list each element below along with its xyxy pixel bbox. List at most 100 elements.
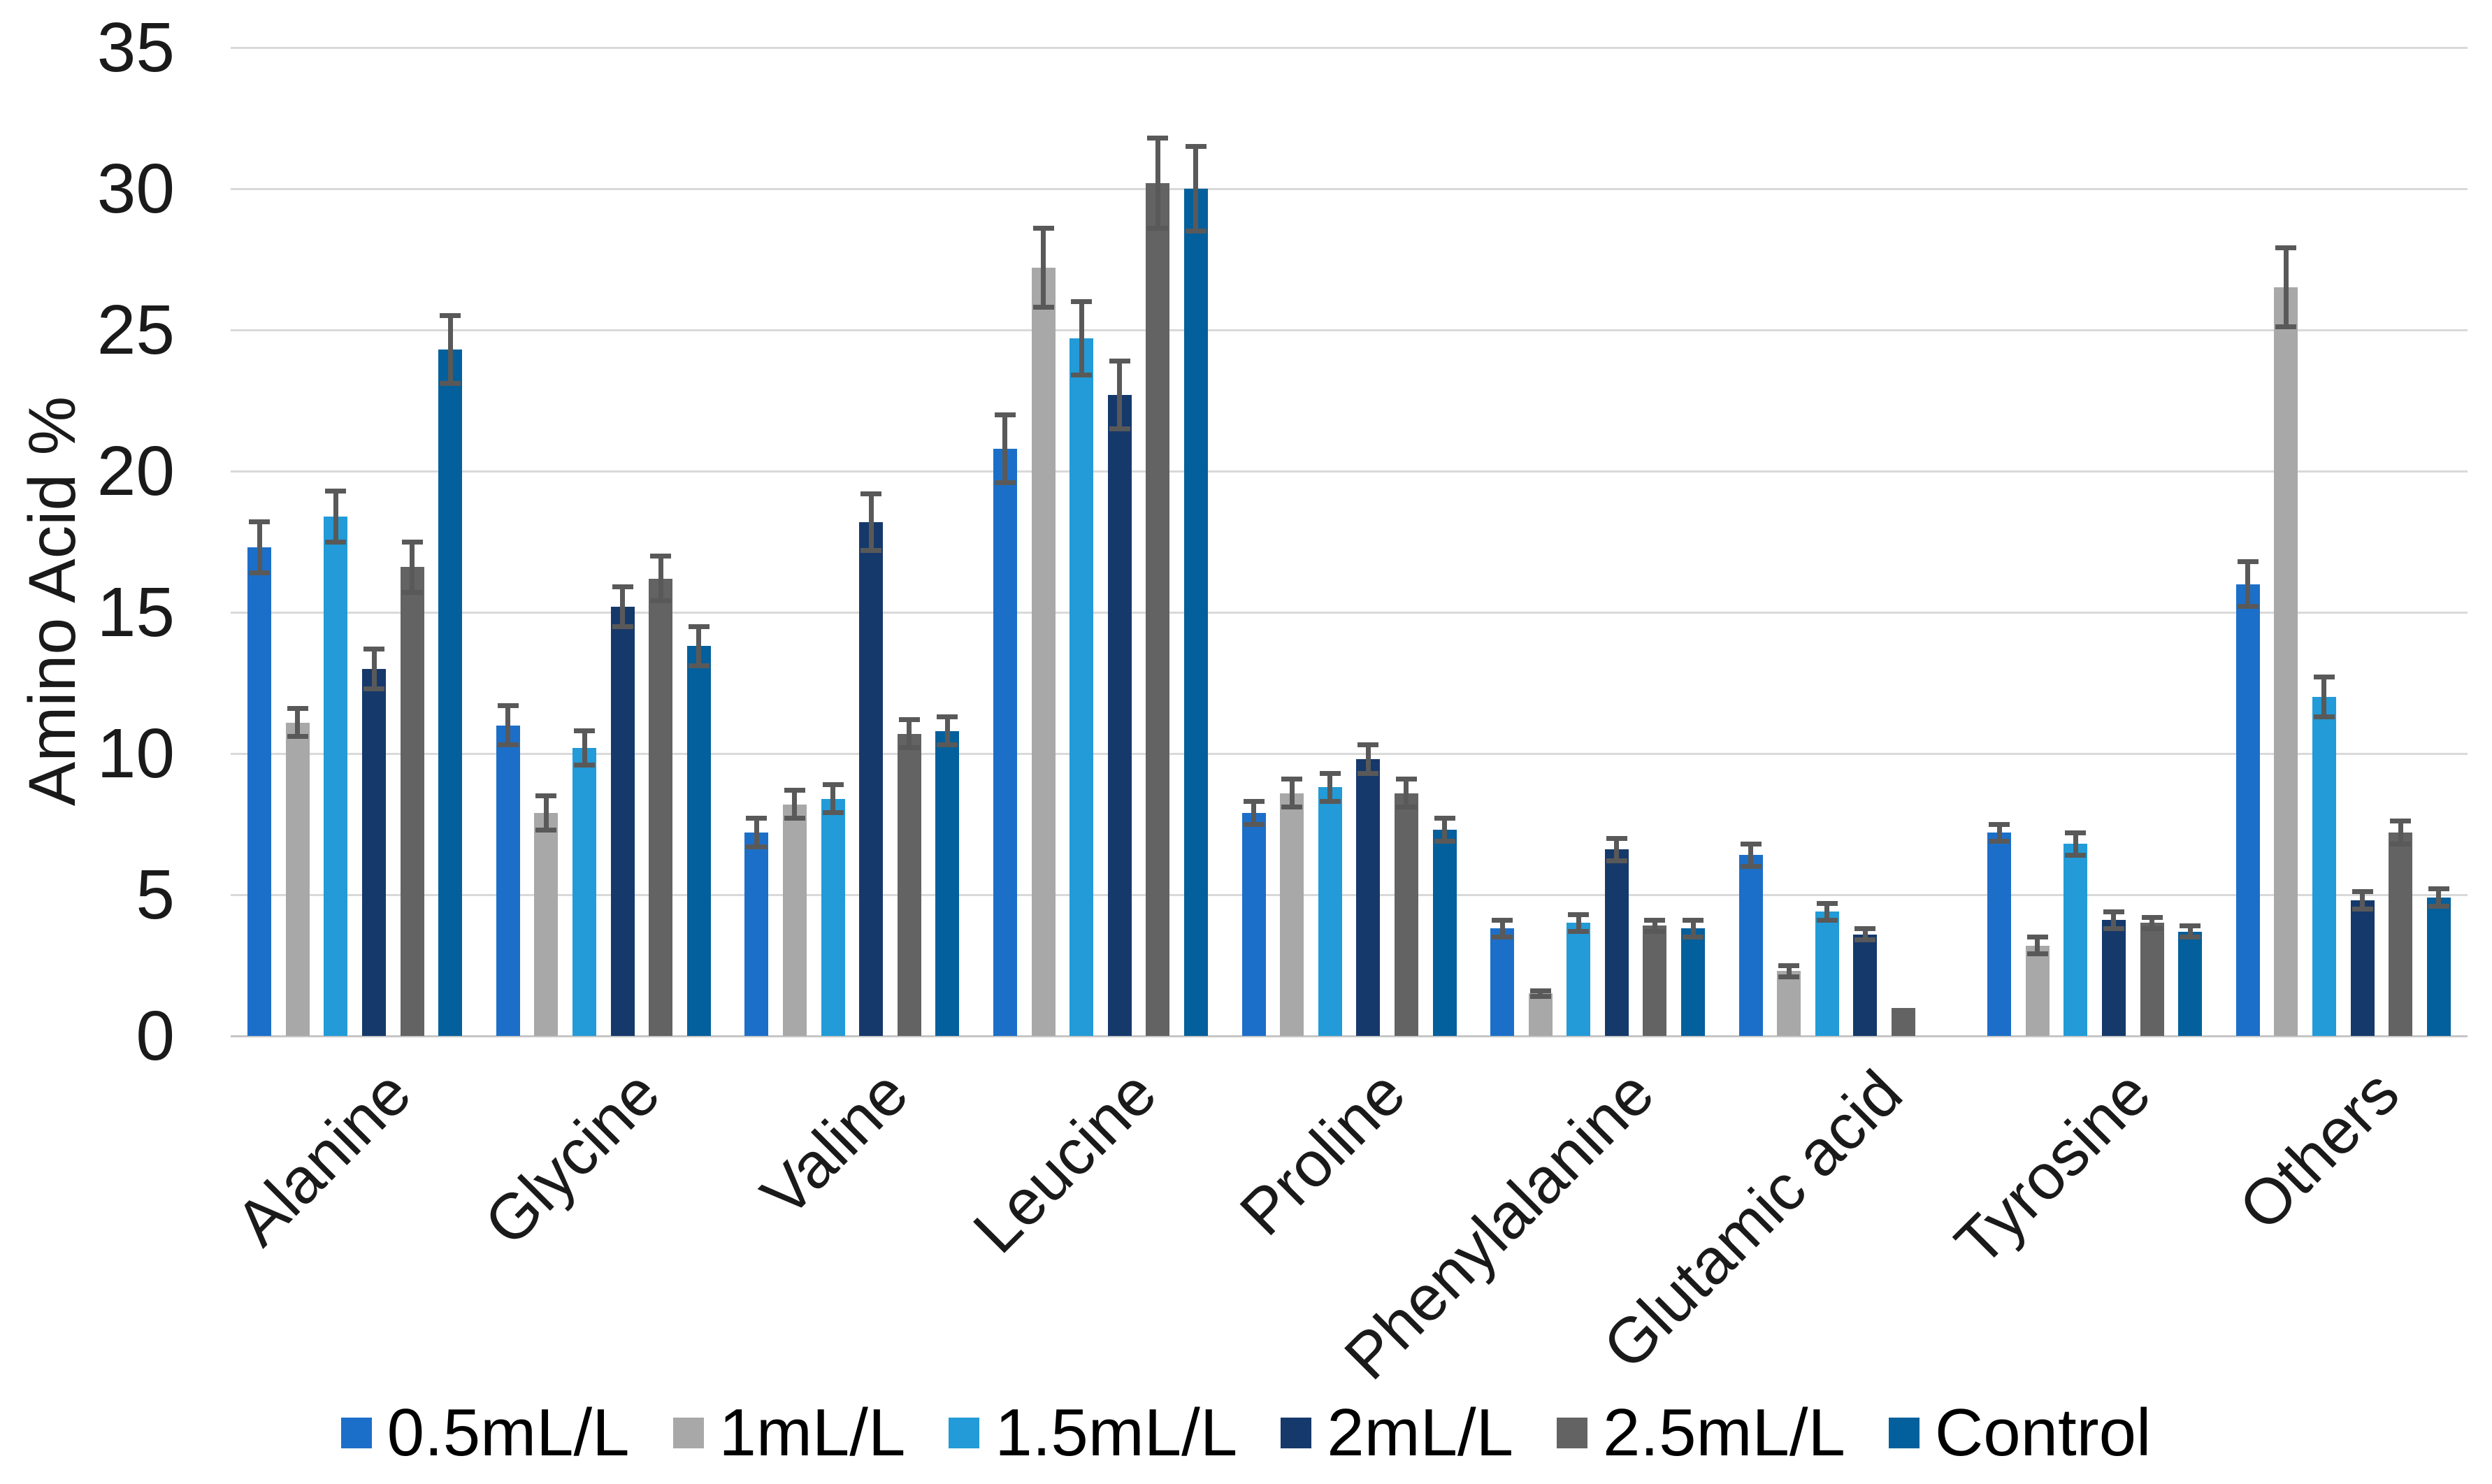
error-bar-cap (1568, 912, 1590, 917)
error-bar (1652, 920, 1657, 932)
error-bar-cap (363, 686, 385, 691)
category-label: Alanine (222, 1057, 425, 1260)
error-bar (1862, 928, 1868, 940)
bar (2389, 833, 2413, 1036)
error-bar-cap (784, 816, 805, 821)
error-bar-cap (287, 705, 308, 711)
error-bar-cap (746, 816, 768, 821)
error-bar-cap (2237, 559, 2259, 564)
bar (1777, 971, 1801, 1036)
legend-label: 0.5mL/L (387, 1395, 630, 1470)
y-tick-label: 0 (136, 997, 175, 1075)
error-bar-cap (994, 480, 1016, 485)
bar (2274, 287, 2298, 1036)
error-bar-cap (1816, 917, 1838, 923)
error-bar-cap (1683, 917, 1704, 923)
y-tick-label: 30 (96, 150, 175, 228)
error-bar-cap (1319, 799, 1341, 805)
error-bar-cap (1854, 925, 1876, 931)
bar (496, 725, 520, 1036)
bar (1853, 934, 1878, 1036)
legend-item: 1.5mL/L (949, 1395, 1237, 1471)
gridline (231, 611, 2468, 614)
error-bar (1576, 914, 1581, 932)
bar (1681, 928, 1706, 1036)
legend-label: Control (1934, 1395, 2152, 1470)
error-bar-cap (2428, 886, 2449, 892)
legend-item: 2mL/L (1281, 1395, 1513, 1471)
y-axis-title: Amino Acid % (15, 396, 89, 807)
error-bar-cap (860, 547, 882, 553)
bar (2350, 900, 2375, 1036)
error-bar (1824, 903, 1830, 921)
error-bar-cap (2026, 935, 2048, 940)
category-label: Valine (748, 1057, 922, 1231)
error-bar-cap (1740, 841, 1762, 847)
error-bar-cap (1989, 821, 2010, 827)
error-bar (1365, 744, 1371, 774)
error-bar-cap (612, 624, 633, 629)
error-bar (2111, 912, 2117, 929)
error-bar (2360, 891, 2365, 909)
error-bar (2035, 937, 2040, 954)
legend-label: 1.5mL/L (995, 1395, 1238, 1470)
bar (400, 567, 424, 1036)
error-bar (295, 708, 301, 737)
error-bar-cap (574, 728, 596, 734)
error-bar (543, 795, 549, 830)
error-bar-cap (650, 553, 672, 559)
error-bar-cap (1185, 229, 1207, 234)
legend-item: 0.5mL/L (340, 1395, 630, 1471)
error-bar-cap (1740, 864, 1762, 870)
error-bar (2436, 888, 2442, 907)
error-bar-cap (1434, 816, 1455, 821)
error-bar (447, 315, 453, 384)
error-bar (658, 556, 663, 601)
error-bar-cap (937, 714, 958, 719)
error-bar-cap (612, 584, 633, 590)
gridline (231, 329, 2468, 331)
bar (897, 733, 921, 1036)
bar (1107, 394, 1132, 1036)
legend-label: 1mL/L (719, 1395, 906, 1470)
error-bar (1614, 838, 1620, 861)
error-bar-cap (1109, 358, 1130, 363)
bar (1987, 833, 2012, 1036)
error-bar-cap (1357, 770, 1379, 776)
error-bar-cap (746, 844, 768, 849)
error-bar (620, 586, 626, 627)
bar (859, 521, 884, 1036)
bar (2235, 584, 2260, 1036)
error-bar (1117, 361, 1123, 429)
legend-label: 2mL/L (1327, 1395, 1514, 1470)
bar (1394, 793, 1418, 1036)
error-bar-cap (2351, 906, 2373, 912)
error-bar-cap (440, 381, 461, 387)
bar (324, 516, 348, 1036)
legend-swatch (1888, 1418, 1920, 1448)
error-bar-cap (1357, 742, 1379, 748)
error-bar-cap (1147, 135, 1169, 141)
error-bar (505, 705, 511, 745)
error-bar (696, 626, 702, 666)
error-bar-cap (822, 781, 844, 787)
legend-swatch (949, 1418, 980, 1448)
error-bar-cap (1492, 935, 1513, 940)
bar (686, 646, 711, 1036)
error-bar-cap (1395, 776, 1417, 781)
error-bar-cap (1032, 226, 1054, 231)
bar (534, 812, 559, 1036)
error-bar-cap (1032, 305, 1054, 310)
error-bar-cap (574, 762, 596, 768)
error-bar (1538, 990, 1543, 997)
y-tick-label: 20 (96, 432, 175, 510)
error-bar (754, 818, 759, 847)
error-bar-cap (535, 827, 557, 833)
error-bar-cap (1854, 937, 1876, 943)
error-bar-cap (650, 598, 672, 604)
error-bar (1041, 228, 1046, 308)
bar (1356, 759, 1381, 1036)
error-bar (2321, 677, 2327, 717)
error-bar-cap (249, 570, 271, 575)
error-bar (1079, 301, 1084, 375)
